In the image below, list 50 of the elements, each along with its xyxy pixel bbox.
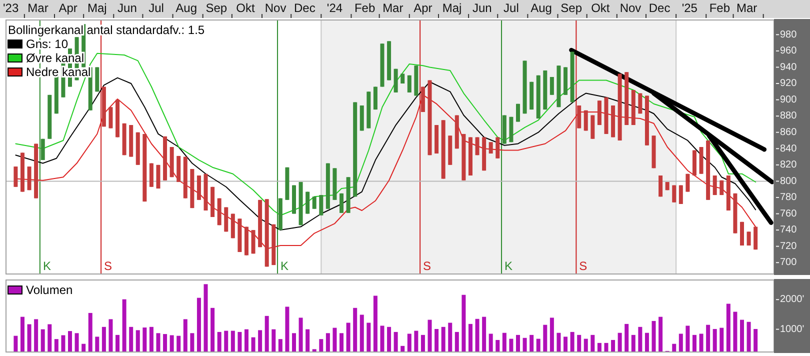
ref-line-label: S: [104, 259, 112, 273]
y-tick-label: 960: [780, 46, 798, 57]
x-tick-label: Nov: [620, 1, 642, 15]
y-tick-label: 900: [780, 94, 798, 106]
x-tick-label: Aug: [530, 1, 552, 15]
x-tick-label: Jul: [148, 1, 164, 15]
y-tick-label: 940: [780, 62, 798, 73]
y-tick-label: 1000': [780, 324, 804, 335]
x-tick-label: Apr: [58, 1, 78, 15]
y-tick-label: 820: [780, 160, 798, 171]
x-tick-label: Dec: [294, 1, 316, 15]
ref-line-label: K: [280, 259, 289, 273]
y-tick-label: 740: [780, 224, 798, 236]
y-tick-label: 760: [780, 208, 798, 220]
x-tick-label: Mar: [736, 1, 758, 15]
x-tick-label: Dec: [648, 1, 670, 15]
x-tick-label: Mar: [28, 1, 48, 15]
y-tick-label: 860: [780, 126, 798, 138]
x-tick-label: Maj: [442, 1, 462, 15]
x-tick-label: Feb: [709, 1, 730, 15]
x-tick-label: Mar: [382, 1, 404, 15]
x-tick-label: Sep: [206, 1, 228, 15]
y-tick-label: 880: [780, 110, 798, 122]
x-tick-label: Feb: [354, 1, 376, 15]
y-tick-label: 980: [780, 29, 798, 40]
x-tick-label: Jun: [118, 1, 137, 15]
y-tick-label: 2000': [780, 294, 804, 306]
x-tick-label: Okt: [591, 1, 610, 15]
x-tick-label: '23: [3, 1, 19, 15]
y-tick-label: 700: [780, 257, 798, 268]
x-tick-label: Nov: [264, 1, 286, 15]
x-tick-label: Jul: [504, 1, 519, 15]
x-tick-label: '25: [682, 1, 698, 15]
x-tick-label: Jun: [472, 1, 492, 15]
y-tick-label: 840: [780, 143, 798, 154]
x-tick-label: Maj: [87, 1, 107, 15]
ref-line-label: S: [423, 259, 432, 273]
x-tick-label: '24: [326, 1, 343, 15]
y-tick-label: 920: [780, 78, 798, 90]
x-tick-label: Sep: [560, 1, 582, 15]
y-tick-label: 800: [780, 176, 798, 187]
x-tick-label: Aug: [176, 1, 198, 15]
x-tick-label: Apr: [414, 1, 432, 15]
ref-line-label: K: [42, 259, 51, 273]
ref-line-label: K: [504, 259, 513, 273]
y-tick-label: 780: [780, 192, 798, 204]
ref-line-label: S: [579, 259, 588, 273]
legend-label: Volumen: [26, 283, 73, 297]
x-tick-label: Okt: [236, 1, 256, 15]
y-tick-label: 720: [780, 240, 798, 252]
